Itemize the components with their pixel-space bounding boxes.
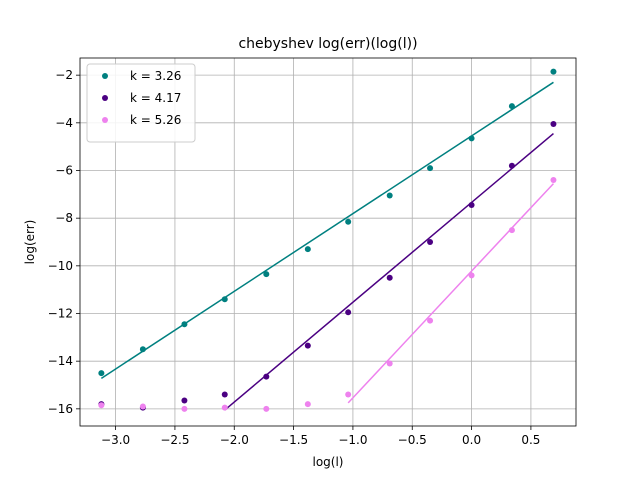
data-point-series-3	[386, 360, 393, 367]
data-point-series-1	[98, 370, 105, 377]
plot-frame	[79, 57, 577, 427]
legend-marker	[102, 95, 108, 101]
data-point-series-1	[221, 296, 228, 303]
y-axis-label: log(err)	[23, 220, 37, 265]
legend-marker	[102, 117, 108, 123]
legend-box	[86, 63, 196, 143]
data-point-series-2	[427, 239, 434, 245]
data-point-series-3	[508, 227, 515, 234]
data-point-series-1	[508, 103, 515, 110]
data-point-series-2	[181, 397, 188, 404]
data-point-series-1	[550, 68, 557, 75]
data-point-series-3	[181, 405, 188, 412]
data-point-series-1	[139, 346, 146, 353]
data-point-series-3	[345, 391, 352, 398]
data-point-series-3	[98, 402, 105, 409]
y-tick-label: −6	[55, 163, 73, 177]
y-tick-label: −8	[55, 211, 73, 225]
data-point-series-3	[139, 403, 146, 410]
x-tick-label: −3.0	[101, 433, 130, 447]
x-tick-label: −0.5	[398, 433, 427, 447]
chart-title: chebyshev log(err)(log(l))	[238, 36, 417, 52]
grid	[80, 58, 576, 426]
data-point-series-2	[304, 342, 311, 349]
x-tick-label: −1.0	[338, 433, 367, 447]
data-point-series-2	[221, 391, 228, 398]
data-points	[98, 68, 557, 412]
x-axis-label: log(l)	[313, 455, 344, 469]
x-tick-label: −2.0	[220, 433, 249, 447]
data-point-series-2	[508, 162, 515, 169]
y-tick-label: −10	[48, 259, 73, 273]
y-tick-label: −12	[48, 307, 73, 321]
fit-line-series-3	[347, 183, 555, 404]
data-point-series-2	[386, 274, 393, 281]
x-tick-label: −2.5	[160, 433, 189, 447]
data-point-series-1	[427, 165, 434, 172]
data-point-series-3	[427, 317, 434, 324]
y-tick-label: −2	[55, 68, 73, 82]
y-tick-label: −14	[48, 354, 73, 368]
data-point-series-3	[304, 401, 311, 408]
y-tick-label: −16	[48, 402, 73, 416]
data-point-series-1	[345, 218, 352, 225]
data-point-series-2	[263, 373, 270, 380]
fit-line-series-1	[100, 81, 554, 379]
legend-marker	[102, 73, 108, 79]
fit-line-series-2	[224, 132, 554, 411]
data-point-series-3	[550, 177, 557, 184]
data-point-series-3	[468, 272, 475, 279]
data-point-series-1	[304, 246, 311, 253]
legend-label: k = 5.26	[130, 113, 181, 127]
fit-lines	[100, 81, 555, 411]
data-point-series-1	[181, 321, 188, 328]
x-tick-label: −1.5	[279, 433, 308, 447]
legend-label: k = 4.17	[130, 91, 181, 105]
x-tick-label: 0.5	[521, 433, 540, 447]
axis-ticks: −3.0 −2.5 −2.0 −1.5 −1.0 −0.5 0.0 0.5 −16 −14 −12 −…	[48, 68, 541, 447]
data-point-series-3	[263, 405, 270, 412]
x-tick-label: 0.0	[462, 433, 481, 447]
legend-label: k = 3.26	[130, 69, 181, 83]
data-point-series-1	[386, 192, 393, 199]
data-point-series-3	[221, 404, 228, 411]
legend: k = 3.26 k = 4.17 k = 5.26	[86, 63, 196, 143]
data-point-series-1	[263, 271, 270, 278]
data-point-series-2	[550, 121, 557, 128]
data-point-series-1	[468, 135, 475, 142]
y-tick-label: −4	[55, 116, 73, 130]
data-point-series-2	[468, 202, 475, 209]
data-point-series-2	[345, 309, 352, 316]
